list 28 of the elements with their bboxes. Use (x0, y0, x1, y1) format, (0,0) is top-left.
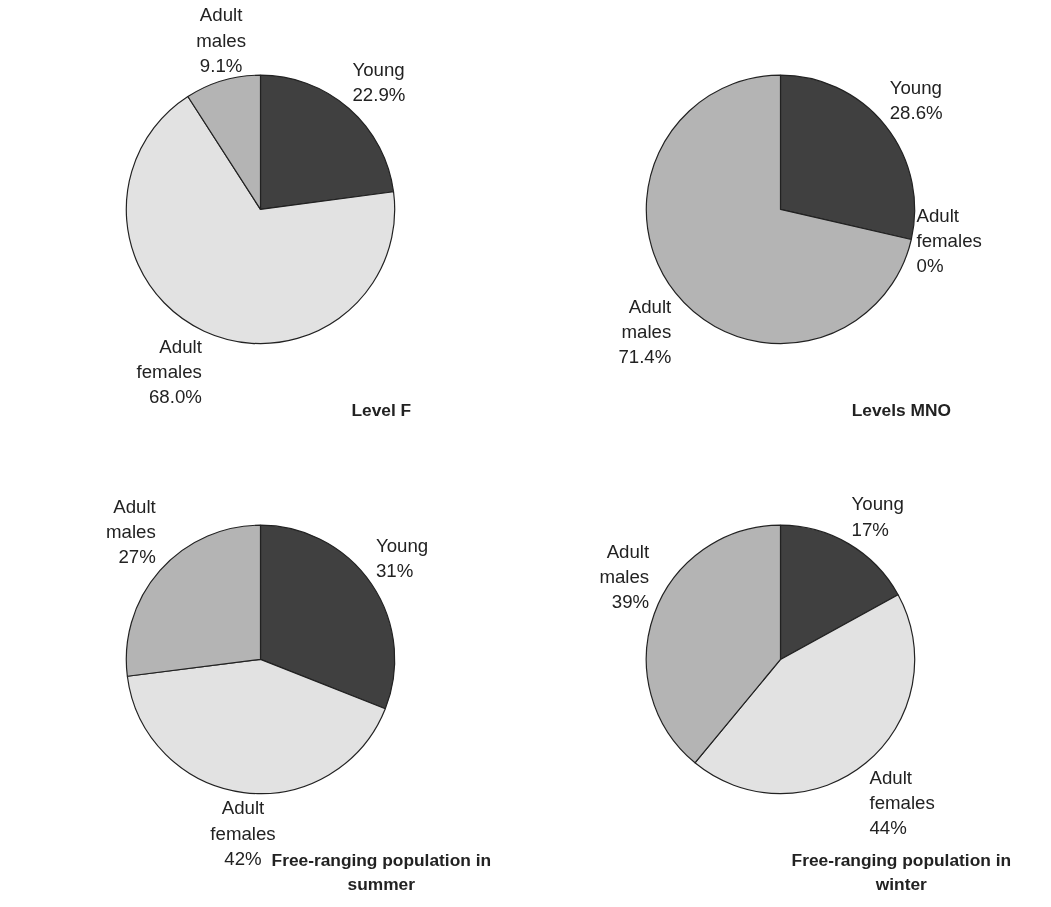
data-label: 39% (611, 591, 650, 613)
category-label: Adult females (916, 204, 982, 252)
slice-label: Young (352, 58, 405, 80)
data-label: 17% (851, 518, 889, 540)
slice-label: Adult males (106, 495, 157, 543)
slice-label: Adult males (621, 296, 673, 343)
data-label: 27% (118, 546, 156, 568)
slice-label: Adult females (136, 335, 203, 382)
slice-label: Adult males (599, 540, 650, 588)
data-label: 68.0% (148, 386, 202, 408)
slice-label: Adult males (196, 4, 247, 51)
slice-label: Adult females (869, 766, 935, 813)
data-label: 28.6% (889, 101, 943, 123)
data-label: 22.9% (352, 83, 406, 105)
slice-label: Young (375, 534, 429, 556)
slice-label: Young (851, 493, 904, 515)
data-label: 9.1% (199, 54, 243, 76)
data-label: 42% (224, 847, 262, 869)
text: 0% (916, 255, 944, 277)
slice-label: Adult females (210, 797, 276, 844)
data-label: 71.4% (618, 346, 672, 368)
text: Free-ranging population in summer (271, 850, 492, 895)
data-label: 44% (869, 817, 907, 839)
text: Level F (351, 400, 412, 421)
text: Levels MNO (851, 400, 951, 421)
data-label: 31% (375, 560, 414, 582)
slice-label: Young (889, 76, 942, 98)
text: Free-ranging population in winter (791, 850, 1012, 895)
